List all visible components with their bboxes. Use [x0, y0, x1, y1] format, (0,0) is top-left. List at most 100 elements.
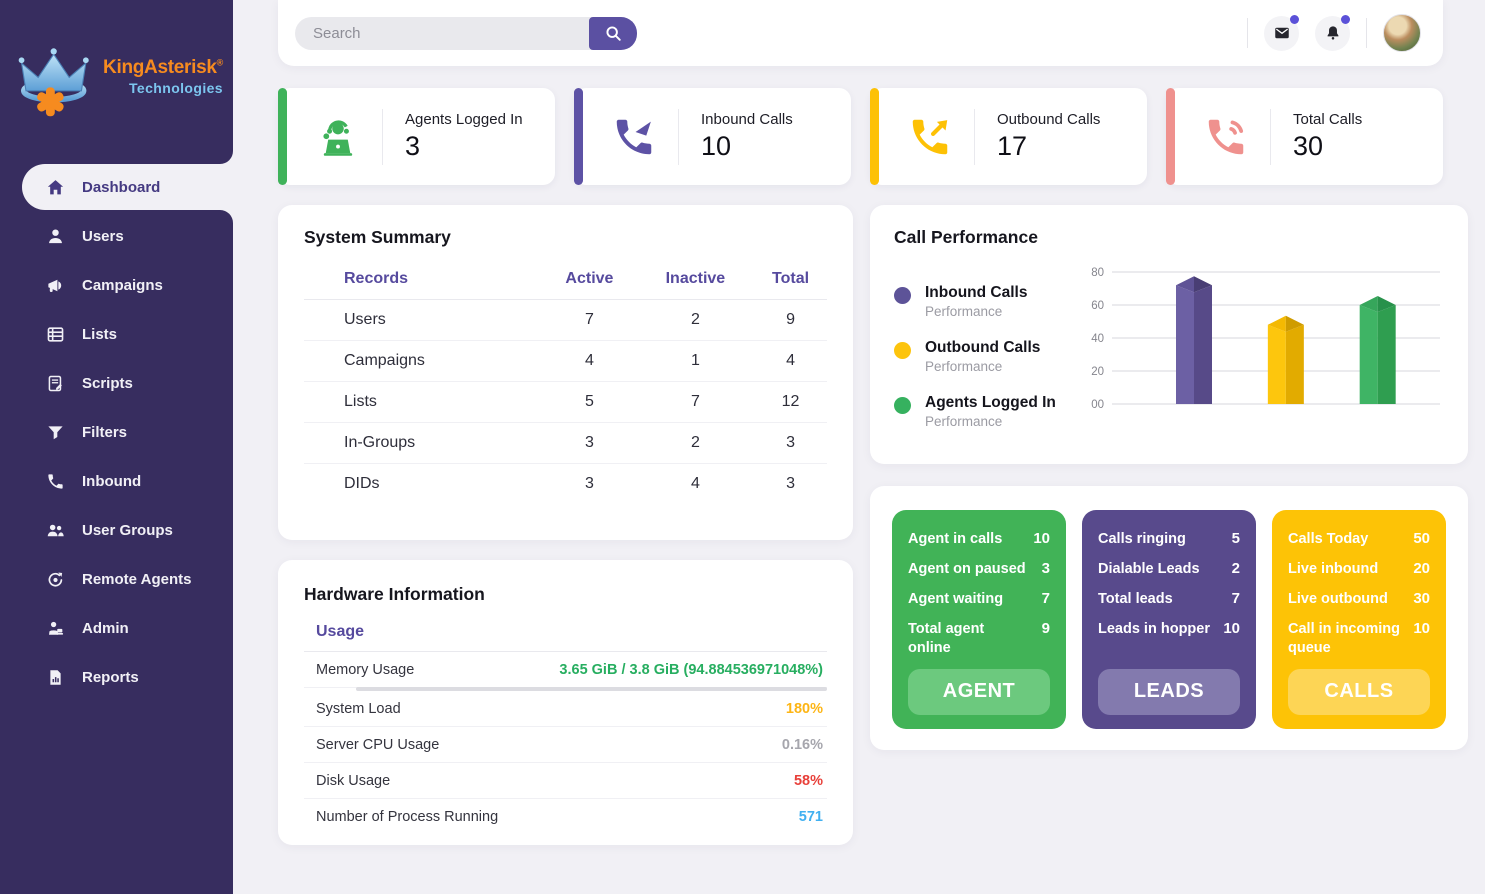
topbar-divider — [1247, 18, 1248, 48]
stat-label: Agents Logged In — [405, 111, 523, 128]
stat-card-total-calls: Total Calls 30 — [1166, 88, 1443, 185]
hardware-row-memory: Memory Usage 3.65 GiB / 3.8 GiB (94.8845… — [304, 652, 827, 688]
stat-value: 30 — [1293, 131, 1324, 161]
sidebar-item-filters[interactable]: Filters — [0, 409, 233, 455]
table-row: DIDs 3 4 3 — [344, 475, 795, 492]
disk-usage-value: 58% — [793, 772, 823, 789]
funnel-icon — [48, 425, 63, 439]
script-icon — [48, 375, 62, 391]
quick-row: Calls Today 50 — [1288, 530, 1430, 547]
stat-accent-bar — [870, 88, 879, 185]
admin-icon — [49, 621, 64, 635]
agent-button[interactable]: AGENT — [908, 668, 1050, 715]
quick-row: Total leads 7 — [1098, 590, 1240, 608]
legend-item-agents: Agents Logged In Performance — [894, 394, 1072, 429]
legend-item-outbound: Outbound Calls Performance — [894, 339, 1072, 374]
system-load-value: 180% — [785, 700, 823, 717]
sidebar-item-inbound[interactable]: Inbound — [0, 458, 233, 504]
user-avatar[interactable] — [1383, 14, 1421, 52]
quick-card-agent: Agent in calls 10 Agent on paused 3 Agent … — [892, 510, 1066, 729]
sidebar-item-label: Scripts — [82, 374, 133, 392]
sidebar-item-user-groups[interactable]: User Groups — [0, 507, 233, 553]
svg-text:80: 80 — [1091, 267, 1104, 279]
quick-card-leads: Calls ringing 5 Dialable Leads 2 Total lea… — [1082, 510, 1256, 729]
stat-divider — [974, 108, 975, 165]
usage-section-header: Usage — [304, 615, 827, 652]
quick-card-calls: Calls Today 50 Live inbound 20 Live outbou… — [1272, 510, 1446, 729]
column-header-records: Records — [304, 260, 543, 300]
sidebar-item-admin[interactable]: Admin — [0, 605, 233, 651]
legend-item-inbound: Inbound Calls Performance — [894, 284, 1072, 319]
sidebar-item-lists[interactable]: Lists — [0, 311, 233, 357]
sidebar-item-label: Dashboard — [82, 178, 161, 196]
table-header-row: Records Active Inactive Total — [304, 260, 827, 300]
group-icon — [47, 524, 64, 536]
registered-mark: ® — [216, 57, 224, 68]
sidebar-item-dashboard[interactable]: Dashboard — [22, 164, 233, 210]
messages-button[interactable] — [1264, 14, 1299, 51]
user-icon — [49, 228, 62, 243]
column-header-active: Active — [542, 260, 637, 300]
stat-card-outbound-calls: Outbound Calls 17 — [870, 88, 1147, 185]
sidebar-nav: Dashboard Users Campaigns Lists Scripts … — [0, 164, 233, 703]
sidebar-item-label: Remote Agents — [82, 570, 192, 588]
sidebar: KingAsterisk® Technologies Dashboard Use… — [0, 0, 233, 894]
sidebar-item-users[interactable]: Users — [0, 213, 233, 259]
search-bar — [295, 16, 637, 50]
notifications-button[interactable] — [1315, 14, 1350, 51]
topbar — [278, 0, 1443, 66]
hardware-row-disk: Disk Usage 58% — [304, 763, 827, 799]
chart-legend: Inbound Calls Performance Outbound Calls… — [894, 284, 1072, 430]
stat-card-agents-logged-in: Agents Logged In 3 — [278, 88, 555, 185]
stat-value: 17 — [997, 131, 1028, 161]
sidebar-item-label: Users — [82, 227, 124, 245]
svg-text:40: 40 — [1091, 333, 1104, 345]
calls-button[interactable]: CALLS — [1288, 668, 1430, 715]
leads-button[interactable]: LEADS — [1098, 668, 1240, 715]
search-icon — [605, 25, 621, 41]
quick-row: Dialable Leads 2 — [1098, 560, 1240, 578]
sidebar-item-campaigns[interactable]: Campaigns — [0, 262, 233, 308]
table-row: Lists 5 7 12 — [304, 381, 827, 423]
stat-label: Total Calls — [1293, 111, 1363, 128]
quick-row: Call in incoming queue 10 — [1288, 620, 1430, 656]
stat-value: 10 — [701, 131, 732, 161]
hardware-row-processes: Number of Process Running 571 — [316, 808, 823, 825]
system-summary-title: System Summary — [304, 227, 451, 247]
agent-headset-icon — [302, 114, 374, 160]
quick-stats-panel: Agent in calls 10 Agent on paused 3 Agent … — [870, 486, 1468, 750]
svg-text:00: 00 — [1091, 399, 1104, 411]
memory-usage-track — [356, 687, 827, 691]
search-button[interactable] — [589, 16, 637, 50]
topbar-divider — [1366, 18, 1367, 48]
left-column: System Summary Records Active Inactive T… — [278, 205, 853, 845]
notifications-badge — [1341, 14, 1350, 24]
stat-accent-bar — [1166, 88, 1175, 185]
hardware-information-card: Hardware Information Usage Memory Usage … — [278, 560, 853, 845]
system-summary-table: Records Active Inactive Total Users 7 2 9 — [304, 260, 827, 504]
sidebar-item-label: Campaigns — [82, 276, 163, 294]
stat-accent-bar — [278, 88, 287, 185]
crown-asterisk-icon — [18, 48, 89, 117]
messages-badge — [1290, 14, 1299, 24]
stat-divider — [678, 108, 679, 165]
bell-icon — [1327, 26, 1338, 40]
call-performance-card: Call Performance Inbound Calls Performan… — [870, 205, 1468, 464]
svg-text:60: 60 — [1091, 300, 1104, 312]
main-content: Agents Logged In 3 Inbound Calls 10 — [233, 0, 1485, 894]
sidebar-item-label: User Groups — [82, 521, 173, 539]
sidebar-item-scripts[interactable]: Scripts — [0, 360, 233, 406]
search-input[interactable] — [295, 16, 593, 50]
megaphone-icon — [48, 279, 62, 292]
stat-divider — [382, 108, 383, 165]
brand-logo: KingAsterisk® Technologies — [0, 0, 233, 150]
memory-usage-value: 3.65 GiB / 3.8 GiB (94.884536971048%) — [559, 661, 823, 678]
sidebar-item-remote-agents[interactable]: Remote Agents — [0, 556, 233, 602]
sidebar-item-label: Lists — [82, 325, 118, 343]
home-icon — [47, 179, 64, 194]
quick-row: Live inbound 20 — [1288, 560, 1430, 578]
sidebar-item-reports[interactable]: Reports — [0, 654, 233, 700]
phone-icon — [48, 473, 63, 489]
call-performance-chart: 00 20 40 60 80 — [1091, 267, 1440, 411]
